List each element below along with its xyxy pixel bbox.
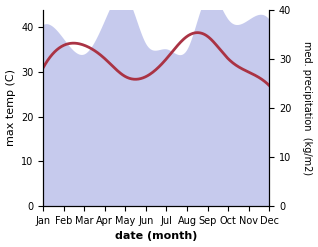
Y-axis label: med. precipitation  (kg/m2): med. precipitation (kg/m2) (302, 41, 313, 175)
Y-axis label: max temp (C): max temp (C) (5, 69, 16, 146)
X-axis label: date (month): date (month) (115, 231, 197, 242)
